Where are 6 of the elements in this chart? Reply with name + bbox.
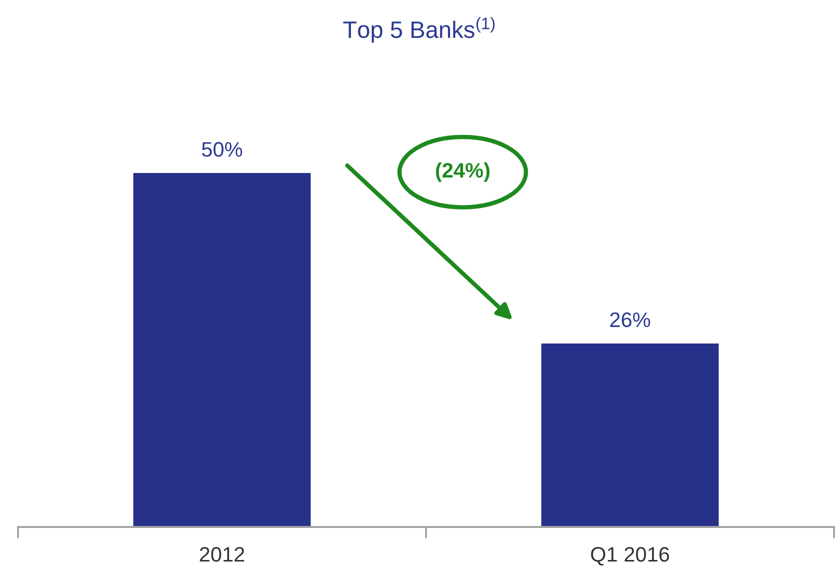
data-label: 50% [202,142,242,157]
data-label: 26% [610,312,650,328]
annotation: (24%) [436,162,490,182]
chart-title: Top 5 Banks$^{(1)}$ [343,17,495,43]
x-tick-label: 2012 [200,546,244,562]
x-tick-label: Q1 2016 [591,546,670,566]
